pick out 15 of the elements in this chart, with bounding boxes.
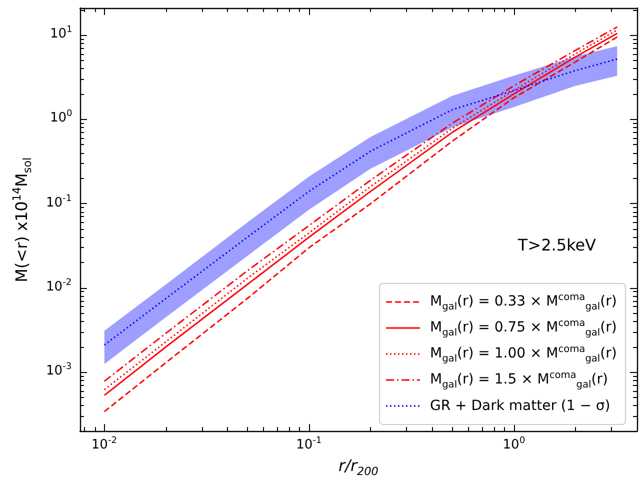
legend-label: M$_{gal}$(r) = 1.00 × M$^{coma}$$_{gal}$(r) (430, 344, 617, 364)
y-tick-label: 10$^{-2}$ (46, 278, 72, 294)
x-axis-title: r/r$_{200}$ (338, 456, 378, 478)
annotation: T>2.5keV (516, 236, 596, 254)
y-tick-label: 10$^{-3}$ (46, 362, 72, 378)
x-tick-label: 10$^{-1}$ (296, 436, 322, 452)
legend-label: M$_{gal}$(r) = 0.75 × M$^{coma}$$_{gal}$(r) (430, 318, 617, 338)
y-tick-label: 10$^{1}$ (50, 25, 72, 42)
x-tick-label: 10$^{0}$ (502, 436, 526, 452)
x-tick-label: 10$^{-2}$ (91, 436, 118, 452)
legend-label: M$_{gal}$(r) = 0.33 × M$^{coma}$$_{gal}$(r) (430, 292, 617, 312)
y-tick-label: 10$^{0}$ (50, 109, 72, 126)
legend-label: GR + Dark matter (1 − σ) (430, 398, 610, 414)
y-tick-label: 10$^{-1}$ (46, 194, 72, 210)
legend-label: M$_{gal}$(r) = 1.5 × M$^{coma}$$_{gal}$(r) (430, 370, 608, 390)
